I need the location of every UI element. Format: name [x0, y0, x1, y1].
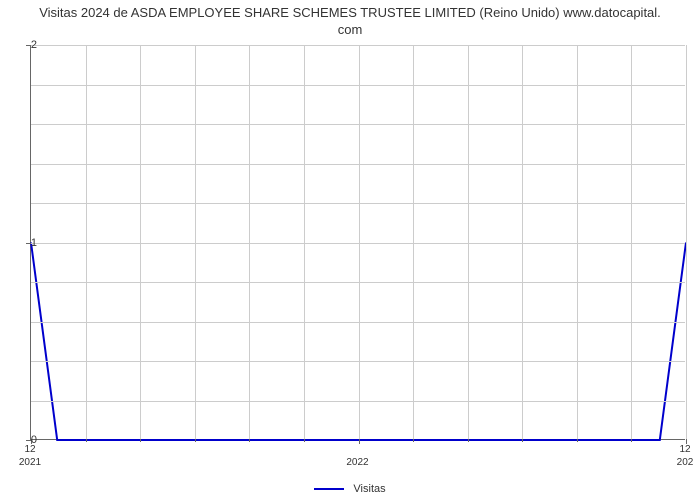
x-tick	[359, 439, 360, 444]
v-grid-line	[359, 45, 360, 439]
v-grid-line	[631, 45, 632, 439]
legend-line-swatch	[314, 488, 344, 490]
chart-title: Visitas 2024 de ASDA EMPLOYEE SHARE SCHE…	[0, 5, 700, 39]
x-tick-minor	[304, 439, 305, 442]
v-grid-line	[195, 45, 196, 439]
v-grid-line	[86, 45, 87, 439]
v-grid-line	[140, 45, 141, 439]
plot-area	[30, 45, 685, 440]
v-grid-line	[413, 45, 414, 439]
y-tick-label: 1	[31, 237, 37, 249]
x-label-month-start: 12	[24, 444, 35, 455]
x-label-year-end: 202	[677, 457, 694, 468]
x-label-year-mid: 2022	[346, 457, 368, 468]
x-tick-minor	[522, 439, 523, 442]
x-tick-minor	[631, 439, 632, 442]
x-tick-minor	[577, 439, 578, 442]
x-tick-minor	[413, 439, 414, 442]
v-grid-line	[468, 45, 469, 439]
x-tick-minor	[140, 439, 141, 442]
v-grid-line	[577, 45, 578, 439]
v-grid-line	[304, 45, 305, 439]
chart-container: Visitas 2024 de ASDA EMPLOYEE SHARE SCHE…	[0, 0, 700, 500]
v-grid-line	[686, 45, 687, 439]
x-label-year-start: 2021	[19, 457, 41, 468]
x-tick-minor	[249, 439, 250, 442]
title-line-2: com	[338, 22, 363, 37]
v-grid-line	[522, 45, 523, 439]
legend-label: Visitas	[353, 483, 385, 495]
x-tick-minor	[195, 439, 196, 442]
title-line-1: Visitas 2024 de ASDA EMPLOYEE SHARE SCHE…	[39, 5, 661, 20]
x-label-month-end: 12	[679, 444, 690, 455]
x-tick-minor	[468, 439, 469, 442]
legend: Visitas	[0, 483, 700, 495]
v-grid-line	[249, 45, 250, 439]
x-tick-minor	[86, 439, 87, 442]
y-tick-label: 2	[31, 39, 37, 51]
